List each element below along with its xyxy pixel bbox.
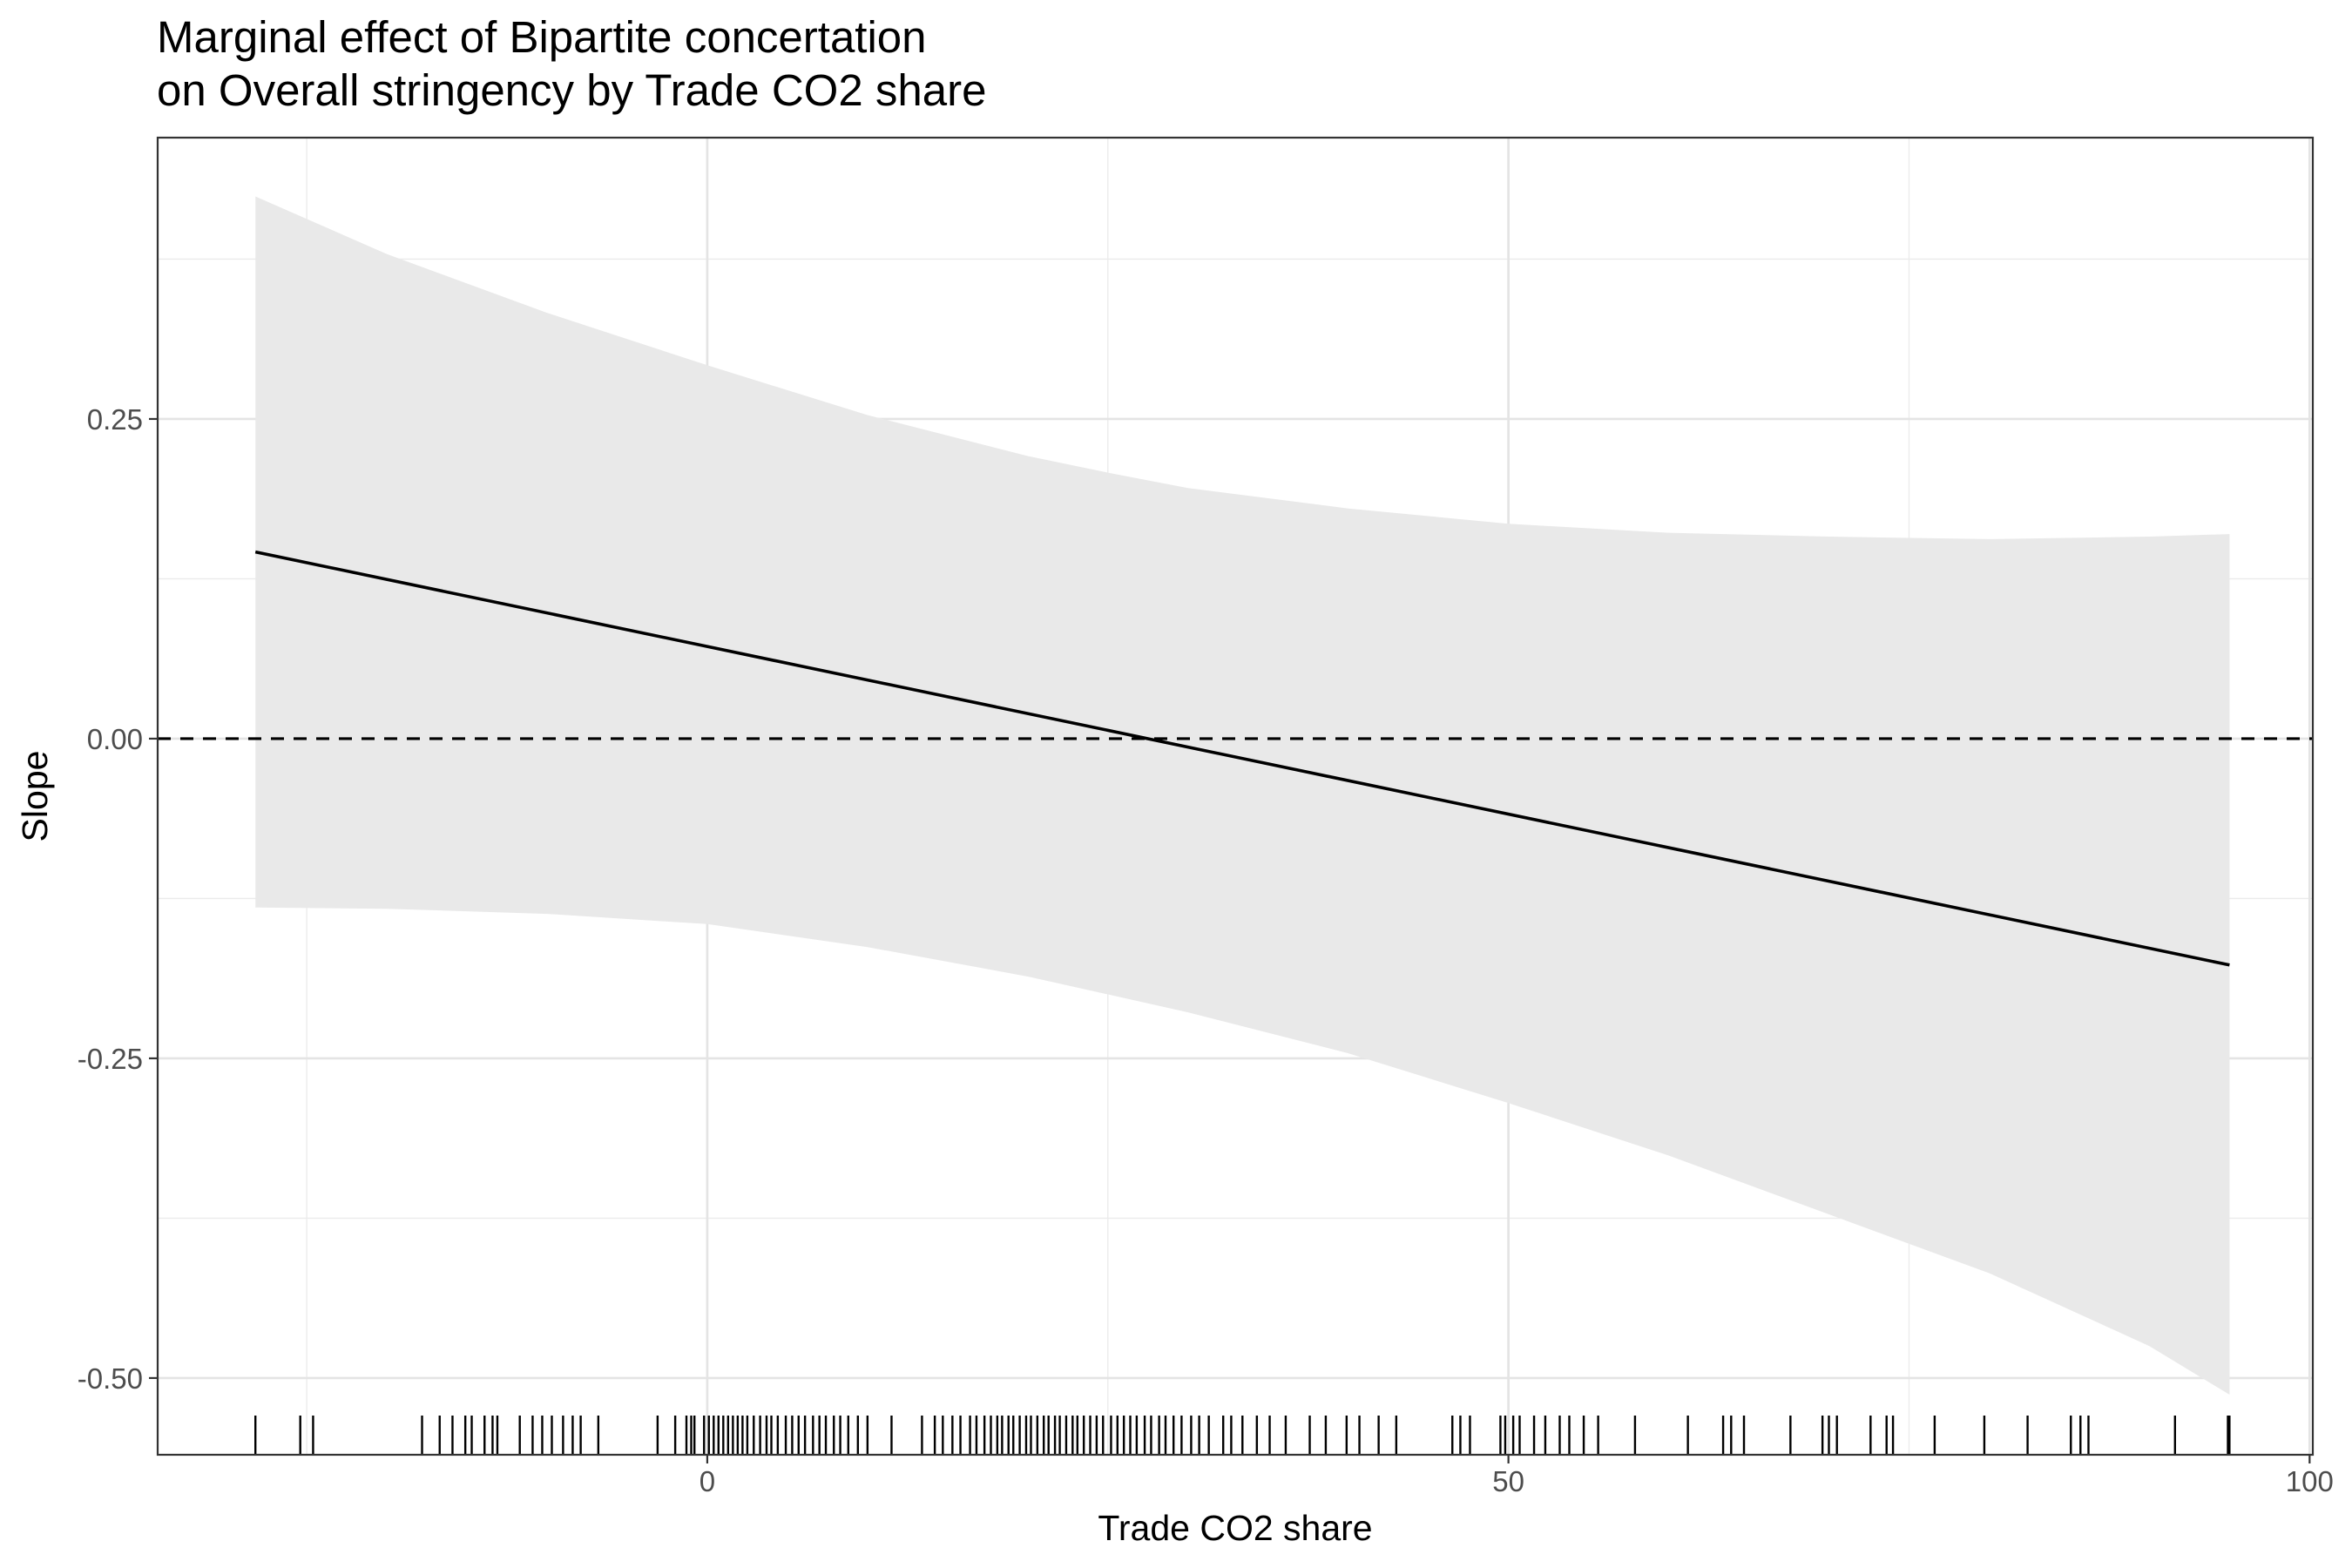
y-tick-label: 0.25: [87, 403, 143, 436]
y-tick-label: 0.00: [87, 723, 143, 755]
panel-border: [156, 136, 2315, 1456]
rug-layer: [254, 1416, 2231, 1455]
chart-subtitle: on Overall stringency by Trade CO2 share: [157, 65, 987, 115]
x-axis-title: Trade CO2 share: [1098, 1508, 1372, 1548]
confidence-ribbon-layer: [255, 196, 2230, 1395]
axis-layer: 0 50 100 -0.50 -0.25 0.00 0.25: [78, 403, 2334, 1497]
x-tick-label: 0: [700, 1465, 715, 1497]
chart-title-block: Marginal effect of Bipartite concertatio…: [157, 10, 986, 117]
y-tick-label: -0.25: [78, 1043, 143, 1075]
x-tick-label: 50: [1492, 1465, 1524, 1497]
confidence-ribbon: [255, 196, 2230, 1395]
y-tick-label: -0.50: [78, 1362, 143, 1395]
series-layer: [158, 550, 2313, 967]
x-tick-label: 100: [2286, 1465, 2334, 1497]
y-axis-title: Slope: [15, 751, 55, 842]
chart-title: Marginal effect of Bipartite concertatio…: [157, 12, 927, 62]
slope-line: [254, 550, 2230, 967]
